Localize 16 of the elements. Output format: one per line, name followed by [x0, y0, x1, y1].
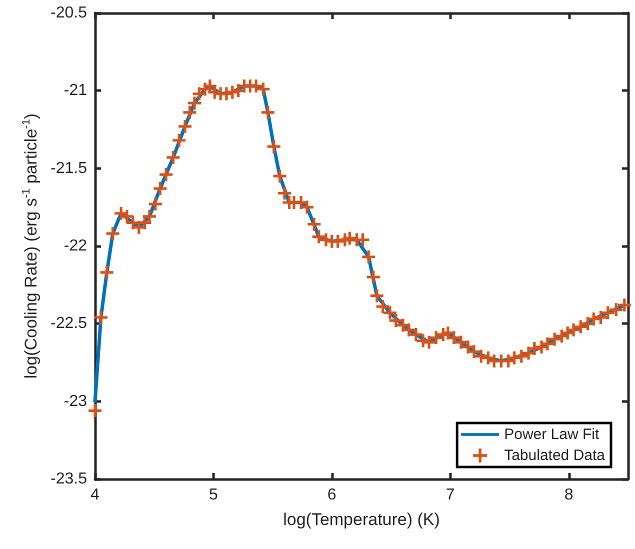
- x-tick-label: 7: [446, 486, 455, 504]
- x-tick-label: 5: [208, 486, 218, 504]
- y-tick-label: -21.5: [50, 160, 88, 177]
- x-tick-label: 6: [327, 486, 336, 504]
- x-axis-title: log(Temperature) (K): [283, 510, 440, 529]
- y-tick-label: -21: [64, 82, 88, 100]
- y-tick-label: -23: [64, 392, 88, 410]
- x-tick-label: 4: [90, 486, 100, 504]
- x-tick-label: 8: [564, 486, 574, 504]
- legend-label: Power Law Fit: [504, 426, 600, 443]
- y-tick-label: -23.5: [50, 470, 88, 488]
- legend-label: Tabulated Data: [504, 447, 606, 464]
- y-tick-label: -22: [64, 238, 88, 254]
- y-tick-label: -22.5: [50, 315, 88, 332]
- y-tick-label: -20.5: [50, 4, 88, 22]
- y-axis-title: log(Cooling Rate) (erg s-1 particle-1): [20, 113, 41, 379]
